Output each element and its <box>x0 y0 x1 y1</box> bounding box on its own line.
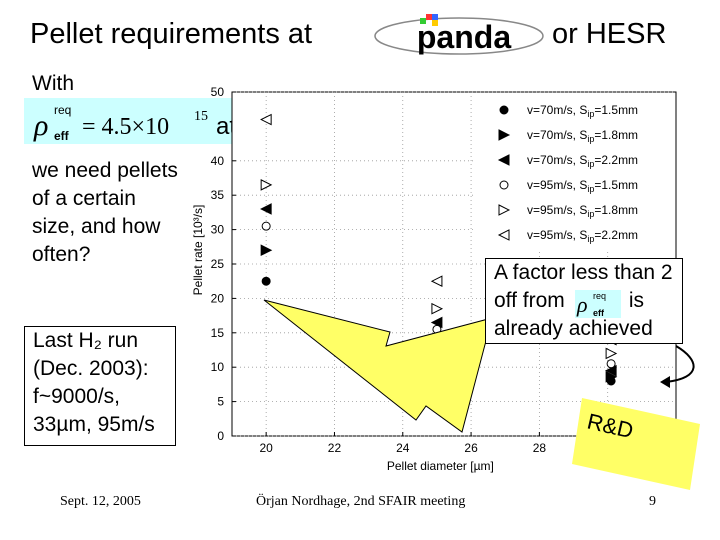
y-tick-label: 25 <box>211 257 225 271</box>
callout-line-2: off from is <box>494 287 682 315</box>
footer-date: Sept. 12, 2005 <box>60 494 141 509</box>
y-tick-label: 40 <box>211 154 225 168</box>
legend-marker <box>499 180 509 190</box>
slide-title: Pellet requirements at <box>30 18 313 50</box>
curved-arrow-head <box>660 376 670 388</box>
data-point <box>260 244 273 257</box>
formula-symbol: ρ <box>33 109 48 142</box>
data-point <box>261 221 271 231</box>
legend-entry: v=70m/s, Sip=1.8mm <box>527 128 638 144</box>
x-tick-label: 28 <box>533 441 547 455</box>
y-tick-label: 0 <box>217 429 224 443</box>
data-point <box>430 275 443 288</box>
y-tick-label: 35 <box>211 188 225 202</box>
legend-marker <box>497 154 510 166</box>
legend-entry: v=70m/s, Sip=2.2mm <box>527 153 638 169</box>
legend-entry: v=95m/s, Sip=1.8mm <box>527 203 638 219</box>
legend-marker <box>498 129 511 141</box>
data-point <box>605 371 618 383</box>
slide-title-suffix: or HESR <box>552 18 667 50</box>
legend-marker <box>498 204 511 216</box>
x-tick-label: 26 <box>464 441 478 455</box>
legend-marker <box>499 105 509 115</box>
y-tick-label: 15 <box>211 326 225 340</box>
x-tick-label: 22 <box>328 441 342 455</box>
last-h2-run-box: Last H₂ run (Dec. 2003): f~9000/s, 33µm,… <box>24 326 176 446</box>
with-label: With <box>32 72 74 95</box>
data-point <box>605 347 618 360</box>
panda-logo: panda <box>374 14 544 55</box>
factor-callout: A factor less than 2 off from is already … <box>485 258 683 344</box>
y-tick-label: 20 <box>211 291 225 305</box>
y-tick-label: 5 <box>217 395 224 409</box>
data-point <box>260 179 273 191</box>
formula-exponent: 15 <box>194 109 208 124</box>
footer-page-number: 9 <box>649 494 656 509</box>
legend-marker <box>497 229 510 241</box>
x-axis-label: Pellet diameter [µm] <box>387 459 494 473</box>
last-h2-line-4: 33µm, 95m/s <box>33 413 155 436</box>
y-tick-label: 10 <box>211 360 225 374</box>
last-h2-line-3: f~9000/s, <box>33 385 120 408</box>
x-tick-label: 24 <box>396 441 410 455</box>
rd-note: R&D <box>572 398 700 490</box>
data-point <box>260 113 272 126</box>
callout-line-2-pre: off from <box>494 289 565 312</box>
x-tick-label: 20 <box>259 441 273 455</box>
legend-box <box>476 94 674 252</box>
last-h2-line-1: Last H₂ run <box>33 329 139 352</box>
big-arrow <box>263 299 493 433</box>
callout-line-3: already achieved <box>494 317 653 340</box>
data-point <box>261 276 271 286</box>
data-point <box>260 203 272 215</box>
callout-formula-sub: eff <box>593 308 605 318</box>
y-axis-label: Pellet rate [10³/s] <box>191 205 205 296</box>
data-point <box>606 359 616 369</box>
last-h2-line-2: (Dec. 2003): <box>33 357 149 380</box>
legend-entry: v=95m/s, Sip=1.5mm <box>527 178 638 194</box>
y-tick-label: 30 <box>211 223 225 237</box>
legend-entry: v=95m/s, Sip=2.2mm <box>527 228 638 244</box>
formula-sub: eff <box>54 129 70 142</box>
formula-sup: req <box>54 103 71 117</box>
logo-text: panda <box>417 19 511 55</box>
data-point <box>431 302 444 315</box>
question-text: we need pellets of a certain size, and h… <box>32 159 178 266</box>
curved-arrow <box>665 345 695 383</box>
y-tick-label: 50 <box>211 85 225 99</box>
callout-formula-sup: req <box>593 291 606 301</box>
callout-line-1: A factor less than 2 <box>494 261 673 284</box>
callout-line-2-post: is <box>628 289 644 312</box>
footer-meeting: Örjan Nordhage, 2nd SFAIR meeting <box>256 494 466 509</box>
formula-value: = 4.5×10 <box>82 114 169 140</box>
callout-formula-symbol: ρ <box>576 292 588 317</box>
callout-formula: ρ req eff <box>575 290 621 318</box>
legend-entry: v=70m/s, Sip=1.5mm <box>527 103 638 119</box>
